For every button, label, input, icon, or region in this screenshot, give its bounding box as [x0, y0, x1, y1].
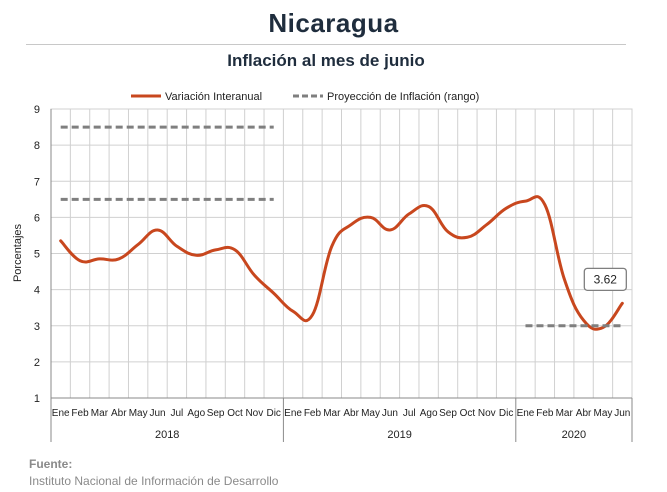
x-tick-label: Abr [576, 408, 592, 419]
source-label: Fuente: [29, 457, 73, 471]
y-tick-label: 7 [34, 176, 40, 188]
y-tick-label: 9 [34, 104, 40, 116]
x-tick-label: Nov [245, 408, 263, 419]
y-tick-label: 5 [34, 249, 40, 261]
annotation-layer: 3.62 [583, 267, 627, 292]
x-tick-label: Ago [187, 408, 205, 419]
y-tick-label: 1 [34, 393, 40, 405]
year-label: 2019 [387, 429, 411, 441]
x-tick-label: Feb [536, 408, 554, 419]
legend-label: Proyección de Inflación (rango) [327, 91, 479, 103]
value-callout-box [583, 267, 627, 292]
year-label: 2018 [155, 429, 179, 441]
year-label: 2020 [562, 429, 586, 441]
x-tick-label: Dic [499, 408, 513, 419]
x-tick-label: May [593, 408, 612, 419]
chart-subtitle: Inflación al mes de junio [227, 51, 425, 70]
x-tick-label: Feb [304, 408, 322, 419]
x-tick-label: Jul [170, 408, 183, 419]
x-tick-label: Feb [71, 408, 89, 419]
grid-layer [50, 108, 633, 399]
interannual-variation-line [59, 195, 624, 331]
legend: Variación Interanual Proyección de Inflac… [131, 91, 479, 103]
x-tick-label: Abr [343, 408, 359, 419]
x-tick-label: May [129, 408, 148, 419]
x-tick-label: Mar [556, 408, 574, 419]
x-tick-label: Nov [478, 408, 496, 419]
source-text: Instituto Nacional de Información de Des… [29, 474, 279, 488]
series-layer [59, 125, 624, 331]
y-tick-label: 4 [34, 285, 40, 297]
y-tick-label: 8 [34, 140, 40, 152]
y-tick-label: 3 [34, 321, 40, 333]
x-tick-label: Sep [207, 408, 225, 419]
legend-label: Variación Interanual [165, 91, 262, 103]
x-tick-label: Jun [382, 408, 398, 419]
x-tick-label: May [361, 408, 380, 419]
x-tick-label: Jun [149, 408, 165, 419]
x-tick-label: Mar [323, 408, 341, 419]
x-tick-label: Jul [403, 408, 416, 419]
x-tick-label: Sep [439, 408, 457, 419]
value-callout-text: 3.62 [594, 272, 618, 286]
x-tick-label: Ene [284, 408, 302, 419]
y-axis-title: Porcentajes [12, 223, 24, 282]
x-tick-label: Abr [111, 408, 127, 419]
x-tick-label: Mar [91, 408, 109, 419]
x-tick-label: Dic [266, 408, 280, 419]
x-tick-label: Ene [52, 408, 70, 419]
x-tick-label: Ene [517, 408, 535, 419]
x-tick-label: Oct [227, 408, 243, 419]
chart-title: Nicaragua [268, 8, 399, 38]
x-tick-label: Ago [420, 408, 438, 419]
y-tick-label: 2 [34, 357, 40, 369]
x-tick-label: Jun [614, 408, 630, 419]
y-tick-label: 6 [34, 212, 40, 224]
x-tick-label: Oct [460, 408, 476, 419]
title-divider [26, 44, 626, 45]
